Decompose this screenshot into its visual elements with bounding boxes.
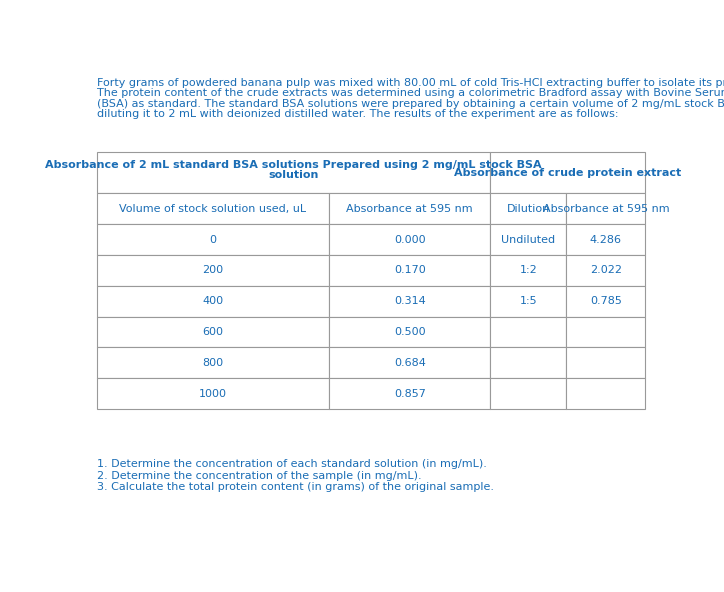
Bar — [490, 348, 566, 378]
Text: Forty grams of powdered banana pulp was mixed with 80.00 mL of cold Tris-HCl ext: Forty grams of powdered banana pulp was … — [97, 78, 724, 88]
Bar — [97, 152, 490, 194]
Bar — [566, 378, 645, 409]
Bar — [566, 194, 645, 224]
Bar — [97, 348, 329, 378]
Text: 4.286: 4.286 — [590, 234, 622, 244]
Text: 2.022: 2.022 — [590, 265, 622, 275]
Bar — [566, 286, 645, 317]
Bar — [566, 255, 645, 286]
Bar — [97, 194, 329, 224]
Bar — [97, 255, 329, 286]
Text: diluting it to 2 mL with deionized distilled water. The results of the experimen: diluting it to 2 mL with deionized disti… — [97, 109, 618, 119]
Bar — [329, 194, 490, 224]
Bar — [329, 286, 490, 317]
Text: 600: 600 — [203, 327, 224, 337]
Bar — [490, 286, 566, 317]
Text: 1:2: 1:2 — [520, 265, 537, 275]
Bar — [329, 378, 490, 409]
Bar — [329, 255, 490, 286]
Text: 0.314: 0.314 — [394, 296, 426, 306]
Text: Absorbance of crude protein extract: Absorbance of crude protein extract — [454, 168, 681, 178]
Text: 800: 800 — [203, 358, 224, 368]
Text: 1:5: 1:5 — [520, 296, 537, 306]
Text: 200: 200 — [203, 265, 224, 275]
Bar — [329, 224, 490, 255]
Text: 1. Determine the concentration of each standard solution (in mg/mL).: 1. Determine the concentration of each s… — [97, 459, 487, 469]
Text: Undiluted: Undiluted — [501, 234, 555, 244]
Bar — [490, 317, 566, 348]
Text: 0.170: 0.170 — [394, 265, 426, 275]
Bar — [490, 194, 566, 224]
Text: The protein content of the crude extracts was determined using a colorimetric Br: The protein content of the crude extract… — [97, 88, 724, 98]
Bar — [490, 378, 566, 409]
Text: 0.857: 0.857 — [394, 389, 426, 398]
Bar — [97, 286, 329, 317]
Bar — [490, 152, 645, 194]
Text: 0: 0 — [209, 234, 216, 244]
Text: 0.000: 0.000 — [394, 234, 426, 244]
Text: Dilution: Dilution — [507, 204, 550, 214]
Bar — [329, 348, 490, 378]
Text: 0.785: 0.785 — [590, 296, 622, 306]
Text: solution: solution — [269, 170, 319, 181]
Text: Volume of stock solution used, uL: Volume of stock solution used, uL — [119, 204, 306, 214]
Bar — [566, 348, 645, 378]
Text: Absorbance at 595 nm: Absorbance at 595 nm — [542, 204, 669, 214]
Text: 0.684: 0.684 — [394, 358, 426, 368]
Bar — [566, 317, 645, 348]
Text: 3. Calculate the total protein content (in grams) of the original sample.: 3. Calculate the total protein content (… — [97, 482, 494, 492]
Bar — [97, 224, 329, 255]
Text: Absorbance at 595 nm: Absorbance at 595 nm — [347, 204, 473, 214]
Text: (BSA) as standard. The standard BSA solutions were prepared by obtaining a certa: (BSA) as standard. The standard BSA solu… — [97, 99, 724, 109]
Bar — [329, 317, 490, 348]
Bar — [490, 224, 566, 255]
Text: 400: 400 — [203, 296, 224, 306]
Bar — [490, 255, 566, 286]
Text: 2. Determine the concentration of the sample (in mg/mL).: 2. Determine the concentration of the sa… — [97, 471, 421, 481]
Bar — [97, 378, 329, 409]
Text: Absorbance of 2 mL standard BSA solutions Prepared using 2 mg/mL stock BSA: Absorbance of 2 mL standard BSA solution… — [45, 160, 542, 169]
Text: 0.500: 0.500 — [394, 327, 426, 337]
Bar — [97, 317, 329, 348]
Bar — [566, 224, 645, 255]
Text: 1000: 1000 — [199, 389, 227, 398]
